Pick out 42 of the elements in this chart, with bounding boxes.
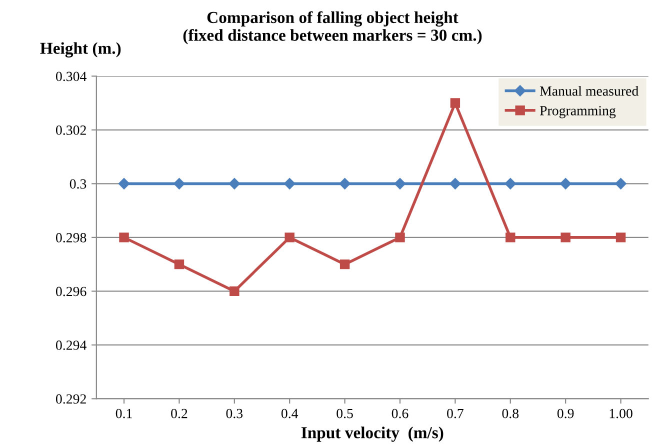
point: [284, 232, 294, 242]
point: [339, 178, 350, 190]
point: [394, 178, 406, 190]
y-tick-label: 0.292: [56, 394, 86, 404]
x-axis-title: Input velocity (m/s): [301, 426, 444, 442]
x-tick-label: 0.9: [557, 408, 574, 418]
x-tick-label: 0.3: [226, 408, 243, 418]
x-tick-label: 1.00: [610, 408, 632, 418]
y-tick-label: 0.302: [56, 126, 86, 135]
legend-label: Programming: [540, 106, 616, 118]
x-tick-label: 0.4: [281, 408, 298, 418]
point: [395, 232, 405, 242]
y-tick-label: 0.304: [56, 72, 86, 82]
point: [450, 98, 460, 108]
point: [506, 232, 516, 242]
point: [340, 259, 350, 270]
point: [174, 259, 184, 270]
point: [560, 232, 570, 242]
x-tick-label: 0.7: [447, 408, 464, 418]
point: [560, 178, 572, 190]
point: [450, 178, 461, 190]
y-tick-label: 0.296: [56, 286, 86, 296]
point: [615, 178, 626, 190]
y-tick-label: 0.294: [56, 340, 86, 350]
y-axis-title: Height (m.): [40, 42, 121, 58]
point: [616, 232, 626, 242]
point: [118, 178, 130, 190]
y-tick-label: 0.3: [70, 179, 86, 189]
point: [228, 178, 240, 190]
chart-title: Comparison of falling object height (fixed distance between markers = 30 cm.): [183, 11, 482, 44]
x-tick-label: 0.5: [336, 408, 353, 418]
point: [284, 178, 296, 190]
point: [174, 178, 185, 190]
point: [504, 178, 516, 190]
y-tick-label: 0.298: [56, 233, 86, 242]
x-tick-label: 0.6: [392, 408, 408, 418]
legend-label: Manual measured: [540, 86, 638, 96]
point: [230, 286, 240, 296]
point: [119, 232, 129, 242]
x-tick-label: 0.1: [116, 408, 132, 418]
x-tick-label: 0.2: [171, 408, 188, 418]
x-tick-label: 0.8: [502, 408, 519, 418]
